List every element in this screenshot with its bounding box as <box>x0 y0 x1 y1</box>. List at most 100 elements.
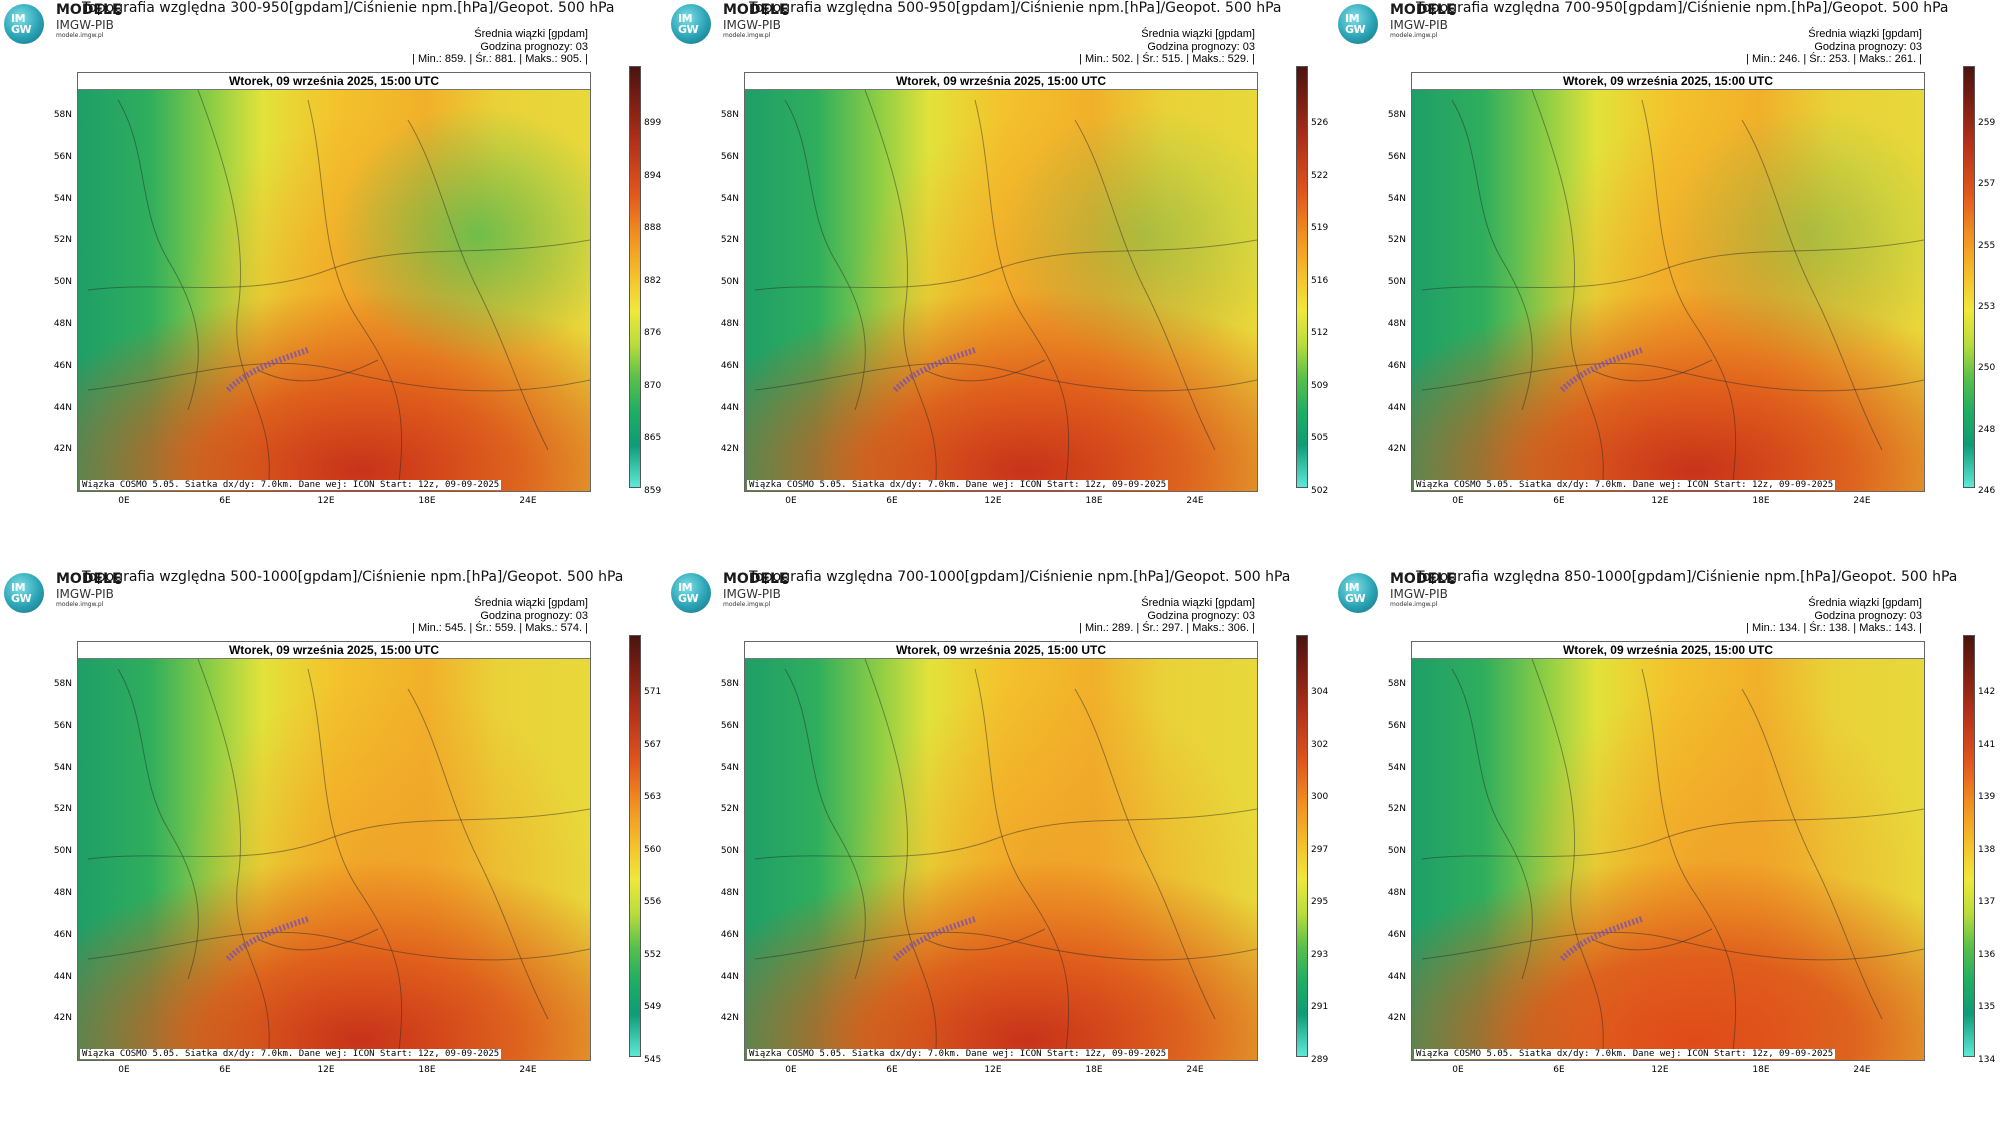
map-field <box>745 659 1257 1060</box>
scale-label: 293 <box>1311 949 1329 960</box>
lat-label: 52N <box>53 235 72 246</box>
border-line <box>1421 808 1924 860</box>
border-line <box>87 808 590 860</box>
scale-label: 545 <box>644 1055 662 1065</box>
border-line <box>1451 99 1533 411</box>
lat-label: 48N <box>53 319 72 329</box>
border-line <box>87 362 590 392</box>
forecast-hour: Godzina prognozy: 03 <box>480 609 588 622</box>
imgw-logo: IM GW <box>671 573 711 613</box>
lat-label: 44N <box>1387 402 1406 413</box>
alps-relief <box>225 916 309 962</box>
border-line <box>1074 119 1216 451</box>
lat-label: 48N <box>720 319 739 329</box>
scale-label: 142 <box>1978 687 1996 697</box>
scale-label: 259 <box>1978 118 1996 128</box>
site-url: modele.imgw.pl <box>1390 32 1438 39</box>
lon-label: 12E <box>984 496 1002 506</box>
scale-label: 502 <box>1311 486 1329 496</box>
site-url: modele.imgw.pl <box>723 601 771 608</box>
stats-label: Średnia wiązki [gpdam] <box>1141 28 1255 40</box>
stats-values: | Min.: 502. | Śr.: 515. | Maks.: 529. | <box>1079 53 1255 65</box>
lat-label: 56N <box>53 720 72 731</box>
border-line <box>407 119 549 451</box>
lon-label: 24E <box>1186 1065 1204 1075</box>
map-panel: IM GW MODELE IMGW-PIB modele.imgw.pl Top… <box>667 569 1333 1137</box>
stats-values: | Min.: 134. | Śr.: 138. | Maks.: 143. | <box>1746 622 1922 634</box>
site-url: modele.imgw.pl <box>1390 601 1438 608</box>
lon-label: 24E <box>1853 496 1871 506</box>
lon-label: 24E <box>519 496 537 506</box>
scale-label: 522 <box>1311 170 1329 181</box>
site-url: modele.imgw.pl <box>56 32 104 39</box>
map-panel: IM GW MODELE IMGW-PIB modele.imgw.pl Top… <box>0 569 666 1137</box>
lat-label: 44N <box>720 971 739 982</box>
border-line <box>87 239 590 291</box>
lat-label: 58N <box>720 679 739 689</box>
color-scale-bar <box>1963 635 1975 1057</box>
valid-date: Wtorek, 09 września 2025, 15:00 UTC <box>745 642 1257 659</box>
stats-label: Średnia wiązki [gpdam] <box>1141 597 1255 609</box>
lat-label: 52N <box>1387 235 1406 246</box>
border-line <box>1074 688 1216 1020</box>
scale-label: 304 <box>1311 687 1329 697</box>
lat-label: 58N <box>1387 110 1406 120</box>
scale-label: 894 <box>644 170 662 181</box>
scale-label: 870 <box>644 380 662 391</box>
lon-label: 24E <box>1853 1065 1871 1075</box>
stats-label: Średnia wiązki [gpdam] <box>1808 28 1922 40</box>
panel-title: Topografia względna 700-950[gpdam]/Ciśni… <box>1416 0 1949 16</box>
scale-label: 519 <box>1311 223 1329 234</box>
lat-label: 52N <box>720 235 739 246</box>
scale-label: 876 <box>644 328 662 339</box>
lat-label: 54N <box>53 193 72 204</box>
alps-relief <box>892 347 976 393</box>
lon-label: 12E <box>317 496 335 506</box>
stats-label: Średnia wiązki [gpdam] <box>474 597 588 609</box>
lat-label: 46N <box>1387 360 1406 371</box>
brand-name: MODELE <box>56 2 122 18</box>
stats-header: Średnia wiązki [gpdam] Godzina prognozy:… <box>1141 597 1255 622</box>
border-line <box>197 659 270 1060</box>
panel-title: Topografia względna 500-950[gpdam]/Ciśni… <box>749 0 1282 16</box>
map-frame: Wtorek, 09 września 2025, 15:00 UTC Wiąz… <box>744 72 1258 492</box>
border-line <box>117 99 199 411</box>
lon-label: 0E <box>1452 496 1464 506</box>
lon-label: 12E <box>1651 1065 1669 1075</box>
border-line <box>924 359 1046 382</box>
logo-text: IM GW <box>11 581 32 605</box>
scale-label: 141 <box>1978 739 1996 750</box>
stats-header: Średnia wiązki [gpdam] Godzina prognozy:… <box>1808 597 1922 622</box>
border-line <box>1641 99 1737 491</box>
map-overlay-lines <box>754 659 1257 1060</box>
lat-label: 52N <box>53 804 72 815</box>
lon-label: 0E <box>118 496 130 506</box>
lat-label: 42N <box>1387 444 1406 455</box>
org-name: IMGW-PIB <box>1390 18 1448 32</box>
map-field <box>1412 659 1924 1060</box>
border-line <box>974 668 1070 1060</box>
model-footer: Wiązka COSMO 5.05. Siatka dx/dy: 7.0km. … <box>1414 480 1836 490</box>
scale-label: 302 <box>1311 739 1329 750</box>
scale-label: 134 <box>1978 1055 1996 1065</box>
border-line <box>754 362 1257 392</box>
map-overlay-lines <box>754 90 1257 491</box>
scale-label: 882 <box>644 275 662 286</box>
lat-label: 54N <box>53 762 72 773</box>
border-line <box>197 90 270 491</box>
forecast-hour: Godzina prognozy: 03 <box>1147 609 1255 622</box>
color-scale-bar <box>629 635 641 1057</box>
border-line <box>87 931 590 961</box>
model-footer: Wiązka COSMO 5.05. Siatka dx/dy: 7.0km. … <box>747 480 1169 490</box>
forecast-hour: Godzina prognozy: 03 <box>1814 40 1922 53</box>
lon-label: 0E <box>118 1065 130 1075</box>
lat-label: 54N <box>1387 762 1406 773</box>
border-line <box>1421 362 1924 392</box>
scale-label: 865 <box>644 433 662 444</box>
lat-label: 44N <box>720 402 739 413</box>
valid-date: Wtorek, 09 września 2025, 15:00 UTC <box>1412 73 1924 90</box>
border-line <box>1591 928 1713 951</box>
lon-label: 18E <box>418 1065 436 1075</box>
brand-name: MODELE <box>723 2 789 18</box>
scale-label: 859 <box>644 486 662 496</box>
